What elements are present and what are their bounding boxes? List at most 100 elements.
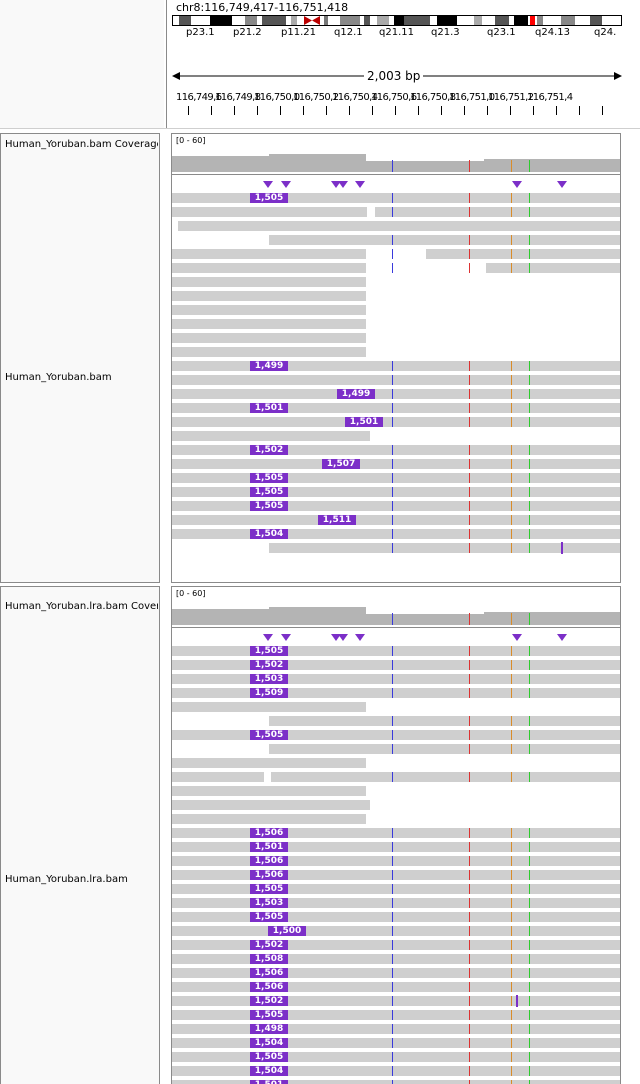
read-segment[interactable] bbox=[375, 207, 620, 217]
insertion-label[interactable]: 1,505 bbox=[250, 501, 288, 511]
read-segment[interactable] bbox=[172, 968, 620, 978]
insertion-label[interactable]: 1,500 bbox=[268, 926, 306, 936]
insertion-label[interactable]: 1,511 bbox=[318, 515, 356, 525]
read-segment[interactable] bbox=[172, 361, 620, 371]
read-segment[interactable] bbox=[172, 674, 620, 684]
chromosome-ideogram[interactable] bbox=[172, 15, 622, 26]
insertion-label[interactable]: 1,504 bbox=[250, 1066, 288, 1076]
insertion-label[interactable]: 1,502 bbox=[250, 996, 288, 1006]
insertion-label[interactable]: 1,505 bbox=[250, 884, 288, 894]
header-divider[interactable] bbox=[166, 0, 167, 128]
read-segment[interactable] bbox=[172, 291, 366, 301]
insertion-label[interactable]: 1,502 bbox=[250, 660, 288, 670]
insertion-label[interactable]: 1,506 bbox=[250, 982, 288, 992]
read-segment[interactable] bbox=[172, 193, 620, 203]
read-segment[interactable] bbox=[172, 515, 620, 525]
read-segment[interactable] bbox=[172, 926, 620, 936]
insertion-label[interactable]: 1,502 bbox=[250, 445, 288, 455]
read-segment[interactable] bbox=[172, 758, 366, 768]
insertion-label[interactable]: 1,501 bbox=[250, 842, 288, 852]
insertion-label[interactable]: 1,501 bbox=[250, 403, 288, 413]
read-segment[interactable] bbox=[172, 1052, 620, 1062]
insertion-label[interactable]: 1,499 bbox=[250, 361, 288, 371]
coverage-track-label[interactable]: Human_Yoruban.bam Coverage bbox=[5, 139, 158, 150]
insertion-label[interactable]: 1,505 bbox=[250, 1052, 288, 1062]
insertion-label[interactable]: 1,506 bbox=[250, 856, 288, 866]
read-segment[interactable] bbox=[172, 1038, 620, 1048]
read-segment[interactable] bbox=[172, 403, 620, 413]
insertion-label[interactable]: 1,505 bbox=[250, 487, 288, 497]
read-segment[interactable] bbox=[269, 235, 620, 245]
read-segment[interactable] bbox=[172, 982, 620, 992]
insertion-label[interactable]: 1,505 bbox=[250, 912, 288, 922]
read-segment[interactable] bbox=[172, 431, 370, 441]
read-segment[interactable] bbox=[172, 842, 620, 852]
read-segment[interactable] bbox=[172, 1010, 620, 1020]
read-segment[interactable] bbox=[172, 333, 366, 343]
insertion-label[interactable]: 1,505 bbox=[250, 193, 288, 203]
read-segment[interactable] bbox=[172, 912, 620, 922]
insertion-label[interactable]: 1,499 bbox=[337, 389, 375, 399]
read-segment[interactable] bbox=[172, 473, 620, 483]
read-segment[interactable] bbox=[172, 529, 620, 539]
read-segment[interactable] bbox=[269, 716, 620, 726]
read-segment[interactable] bbox=[172, 996, 620, 1006]
read-segment[interactable] bbox=[172, 417, 620, 427]
read-segment[interactable] bbox=[172, 954, 620, 964]
read-segment[interactable] bbox=[172, 786, 366, 796]
read-segment[interactable] bbox=[426, 249, 620, 259]
read-segment[interactable] bbox=[172, 207, 367, 217]
read-segment[interactable] bbox=[172, 389, 620, 399]
track-data-panel[interactable]: [0 - 60] 1,505 1,499 1,499 1,501 1,501 1,502 1… bbox=[171, 133, 621, 583]
read-segment[interactable] bbox=[172, 445, 620, 455]
insertion-label[interactable]: 1,507 bbox=[322, 459, 360, 469]
read-segment[interactable] bbox=[172, 898, 620, 908]
read-segment[interactable] bbox=[271, 772, 620, 782]
insertion-label[interactable]: 1,505 bbox=[250, 473, 288, 483]
insertion-label[interactable]: 1,509 bbox=[250, 688, 288, 698]
insertion-label[interactable]: 1,503 bbox=[250, 674, 288, 684]
alignment-track-label[interactable]: Human_Yoruban.lra.bam bbox=[5, 874, 128, 885]
read-segment[interactable] bbox=[172, 305, 366, 315]
insertion-label[interactable]: 1,505 bbox=[250, 646, 288, 656]
insertion-label[interactable]: 1,508 bbox=[250, 954, 288, 964]
read-segment[interactable] bbox=[172, 1066, 620, 1076]
insertion-label[interactable]: 1,505 bbox=[250, 1010, 288, 1020]
read-segment[interactable] bbox=[172, 856, 620, 866]
read-segment[interactable] bbox=[172, 347, 366, 357]
read-segment[interactable] bbox=[172, 800, 370, 810]
insertion-label[interactable]: 1,502 bbox=[250, 940, 288, 950]
read-segment[interactable] bbox=[172, 277, 366, 287]
alignment-track-label[interactable]: Human_Yoruban.bam bbox=[5, 372, 112, 383]
read-segment[interactable] bbox=[172, 1080, 620, 1084]
insertion-label[interactable]: 1,505 bbox=[250, 730, 288, 740]
read-segment[interactable] bbox=[172, 730, 620, 740]
read-segment[interactable] bbox=[172, 1024, 620, 1034]
read-segment[interactable] bbox=[172, 870, 620, 880]
read-segment[interactable] bbox=[172, 940, 620, 950]
read-segment[interactable] bbox=[172, 459, 620, 469]
read-segment[interactable] bbox=[172, 688, 620, 698]
read-segment[interactable] bbox=[172, 884, 620, 894]
read-segment[interactable] bbox=[172, 249, 366, 259]
track-name-panel[interactable] bbox=[0, 586, 160, 1084]
read-segment[interactable] bbox=[172, 319, 366, 329]
read-segment[interactable] bbox=[178, 221, 620, 231]
insertion-label[interactable]: 1,501 bbox=[345, 417, 383, 427]
insertion-label[interactable]: 1,504 bbox=[250, 1038, 288, 1048]
read-segment[interactable] bbox=[172, 772, 264, 782]
read-segment[interactable] bbox=[172, 814, 366, 824]
read-segment[interactable] bbox=[172, 263, 366, 273]
read-segment[interactable] bbox=[269, 543, 620, 553]
insertion-label[interactable]: 1,506 bbox=[250, 968, 288, 978]
track-name-panel[interactable] bbox=[0, 133, 160, 583]
read-segment[interactable] bbox=[172, 375, 620, 385]
read-segment[interactable] bbox=[172, 487, 620, 497]
read-segment[interactable] bbox=[486, 263, 620, 273]
insertion-label[interactable]: 1,501 bbox=[250, 1080, 288, 1084]
read-segment[interactable] bbox=[269, 744, 620, 754]
insertion-label[interactable]: 1,504 bbox=[250, 529, 288, 539]
insertion-label[interactable]: 1,503 bbox=[250, 898, 288, 908]
read-segment[interactable] bbox=[172, 828, 620, 838]
insertion-label[interactable]: 1,498 bbox=[250, 1024, 288, 1034]
